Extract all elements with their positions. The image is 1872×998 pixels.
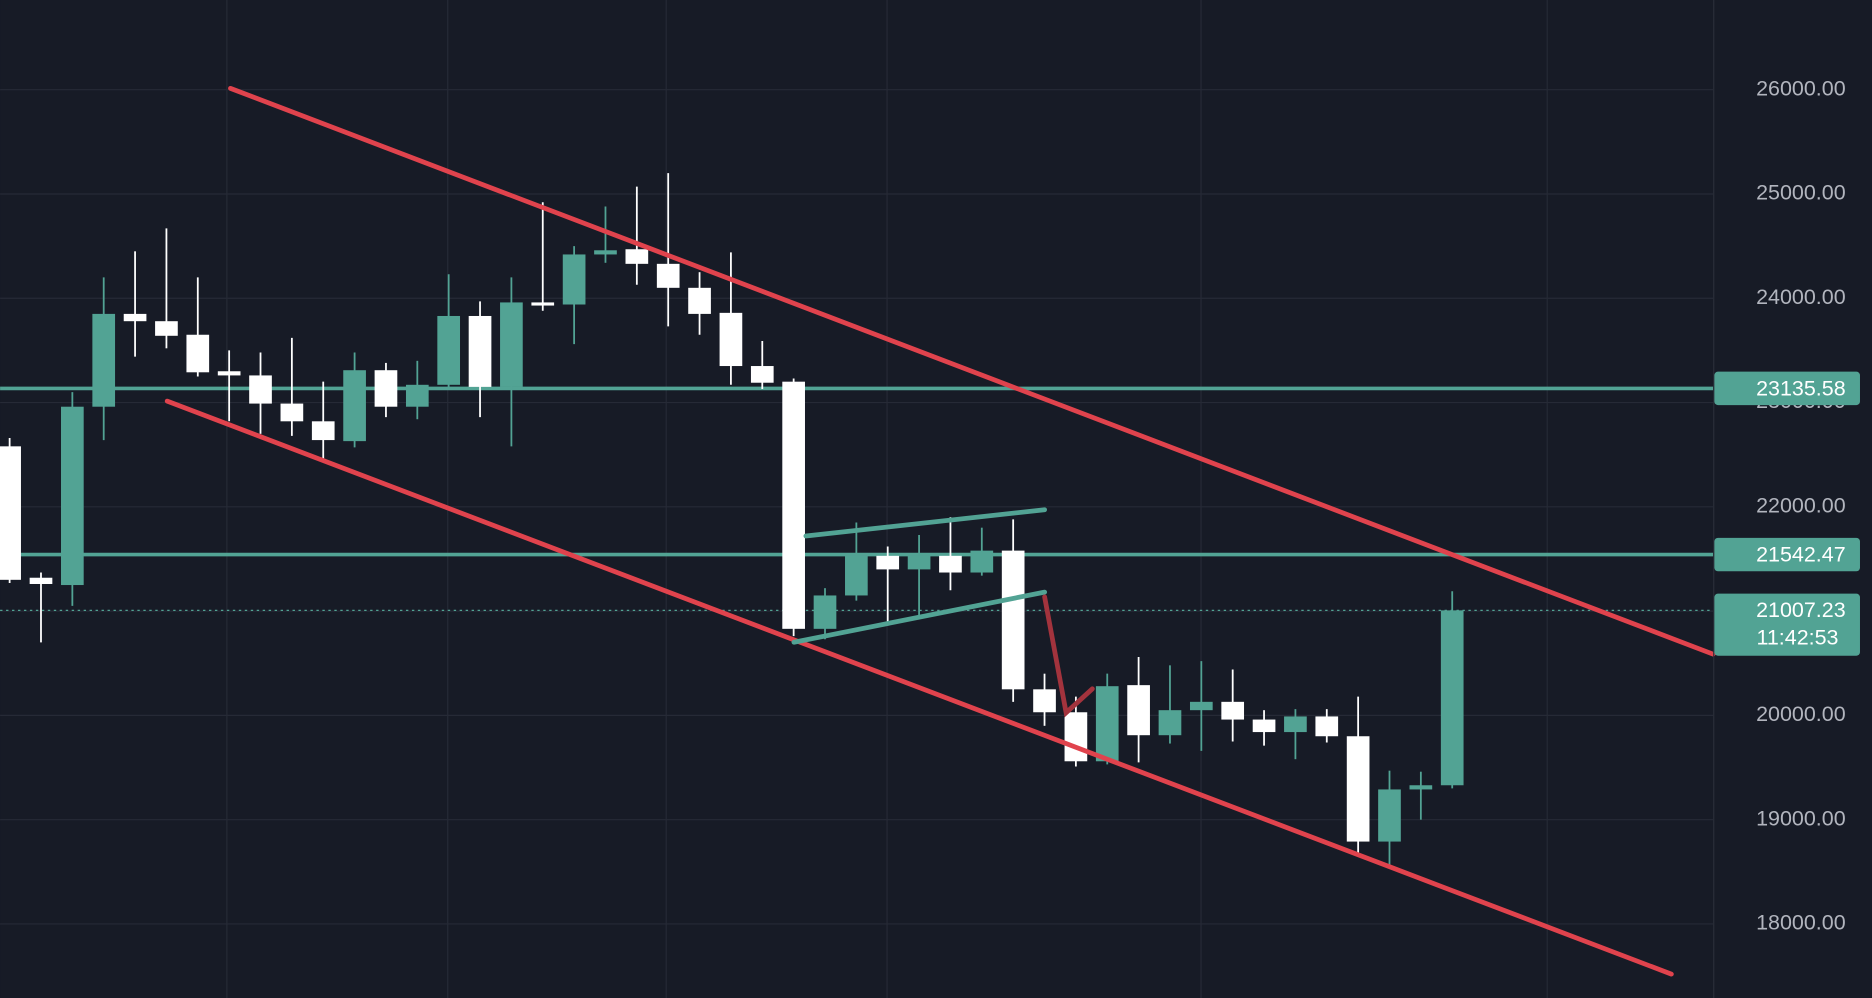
price-line-badge xyxy=(1714,371,1860,406)
candle-body xyxy=(405,384,429,407)
candle-body xyxy=(1189,701,1213,711)
candle-body xyxy=(876,555,900,570)
candle-body xyxy=(1127,685,1150,736)
candle-body xyxy=(155,321,178,336)
candle-body xyxy=(123,313,147,322)
candle-body xyxy=(1033,689,1056,713)
candle-body xyxy=(1001,550,1025,690)
candle-body xyxy=(939,555,962,573)
candle-body xyxy=(1158,710,1182,736)
price-line-label: 21542.47 xyxy=(1756,542,1846,566)
candle-body xyxy=(374,370,398,407)
price-line-label: 23135.58 xyxy=(1756,376,1846,400)
projection-path xyxy=(1042,594,1095,718)
price-badges: 23135.58 21542.47 21007.23 11:42:53 xyxy=(1714,371,1860,656)
countdown: 11:42:53 xyxy=(1757,626,1839,650)
candle-body xyxy=(186,334,210,373)
candle-body xyxy=(437,315,461,385)
candle-body xyxy=(970,550,994,573)
candle-body xyxy=(0,446,21,580)
candle-body xyxy=(750,366,774,383)
flag-line-lower xyxy=(791,589,1048,645)
y-tick-label: 22000.00 xyxy=(1756,493,1846,517)
vertical-grid xyxy=(226,0,1548,998)
last-price-badge xyxy=(1714,593,1860,656)
candle-body xyxy=(1409,785,1433,790)
candle-body xyxy=(92,313,116,407)
candle-body xyxy=(531,302,555,306)
candle-body xyxy=(1064,712,1088,762)
y-tick-label: 24000.00 xyxy=(1756,285,1846,309)
candle-body xyxy=(1252,719,1276,733)
candle-body xyxy=(625,249,649,264)
candle-body xyxy=(813,595,837,629)
candle-body xyxy=(1284,716,1307,733)
y-tick-label: 20000.00 xyxy=(1756,702,1846,726)
y-tick-label: 19000.00 xyxy=(1756,806,1846,830)
candle-body xyxy=(1221,701,1245,720)
trend-line-lower xyxy=(164,398,1674,977)
y-tick-label: 18000.00 xyxy=(1756,911,1846,935)
trend-line-upper xyxy=(228,85,1716,657)
drawings xyxy=(164,85,1716,977)
candle-body xyxy=(719,312,743,367)
candle-body xyxy=(1378,789,1401,842)
candle-body xyxy=(1095,686,1119,762)
candle-body xyxy=(61,406,84,586)
price-line-badge xyxy=(1714,537,1860,572)
candle-body xyxy=(217,371,241,376)
candle-body xyxy=(500,302,523,387)
candle-body xyxy=(1346,736,1370,842)
candle-body xyxy=(1315,716,1339,737)
candles xyxy=(0,173,1464,867)
horizontal-grid xyxy=(0,89,1714,925)
flag-line-upper xyxy=(803,507,1048,539)
candle-body xyxy=(1440,610,1464,786)
candle-body xyxy=(845,555,868,596)
candle-body xyxy=(656,263,680,288)
y-tick-label: 25000.00 xyxy=(1756,181,1846,205)
candle-body xyxy=(343,370,366,442)
candle-body xyxy=(594,250,617,255)
candle-body xyxy=(562,254,586,305)
candle-body xyxy=(688,287,711,314)
candle-body xyxy=(280,403,304,422)
last-price-label: 21007.23 xyxy=(1756,598,1846,622)
candle-body xyxy=(29,577,53,584)
candle-body xyxy=(311,421,335,441)
y-tick-label: 26000.00 xyxy=(1756,76,1846,100)
candle-body xyxy=(782,381,805,629)
candle-body xyxy=(249,375,272,404)
candle-body xyxy=(468,315,492,387)
candle-body xyxy=(907,555,931,570)
